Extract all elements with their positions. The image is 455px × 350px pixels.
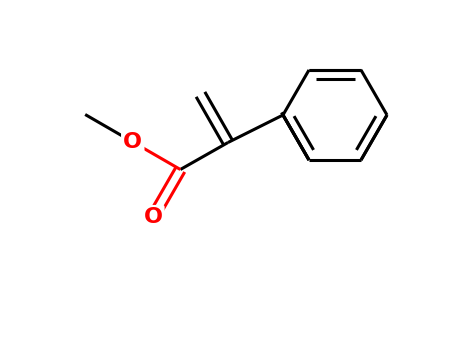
Text: O: O — [143, 207, 162, 227]
Text: O: O — [123, 132, 142, 152]
